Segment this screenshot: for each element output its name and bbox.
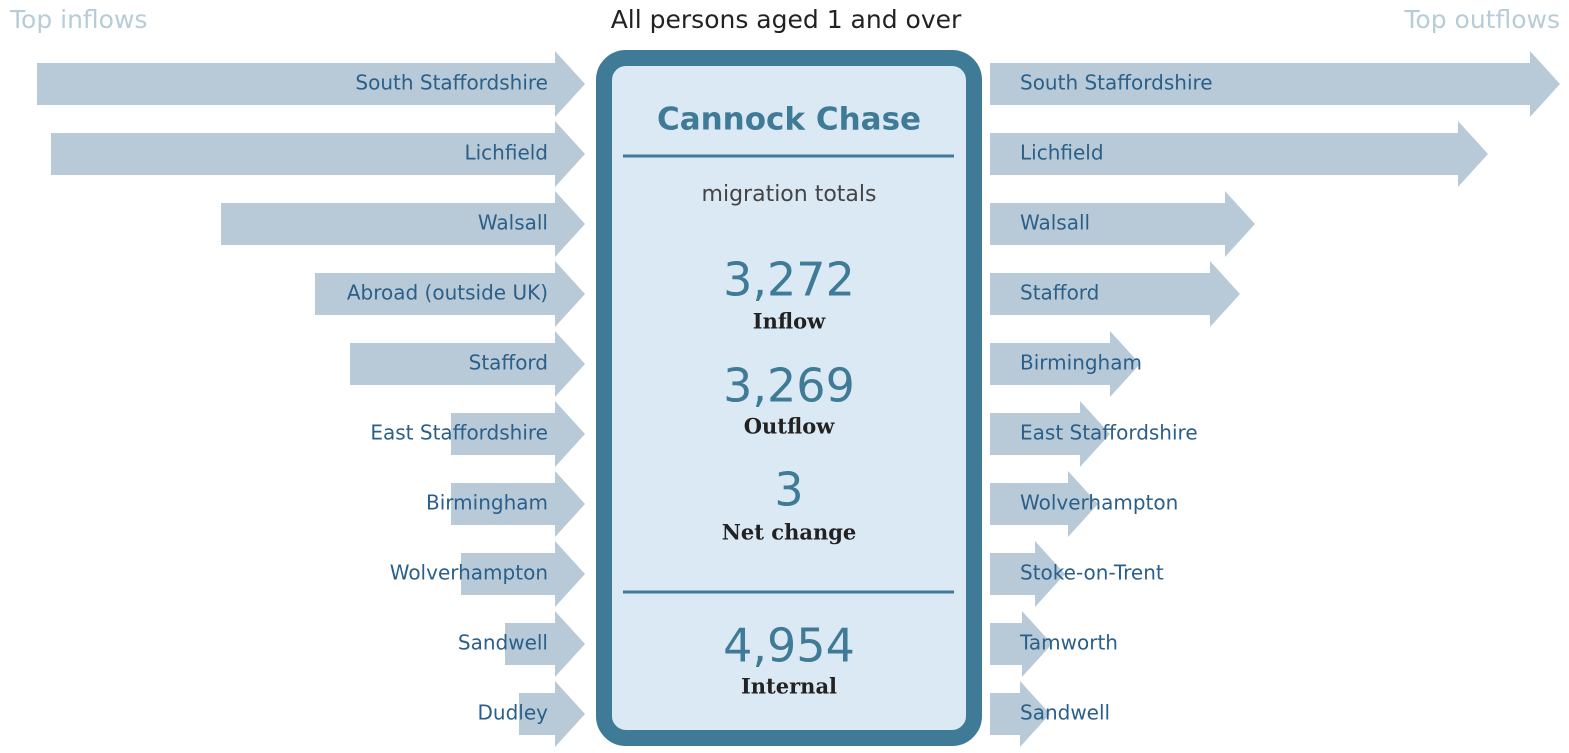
inflow-arrow: [51, 121, 585, 187]
inflow-name: Walsall: [478, 211, 548, 235]
inflow-arrow: [519, 681, 585, 747]
total-label: Inflow: [753, 309, 826, 334]
inflow-arrow: [461, 541, 585, 607]
inflow-name: Stafford: [469, 351, 548, 375]
inflow-arrow: [505, 611, 585, 677]
inflow-name: Birmingham: [426, 491, 548, 515]
inflow-name: Sandwell: [458, 631, 548, 655]
inflow-name: South Staffordshire: [355, 71, 548, 95]
outflow-arrow: [990, 681, 1050, 747]
outflow-name: Wolverhampton: [1020, 491, 1178, 515]
outflow-arrow: [990, 191, 1255, 257]
outflow-arrow: [990, 401, 1110, 467]
outflow-arrow: [990, 611, 1052, 677]
total-value: 3,269: [723, 359, 855, 413]
inflow-arrow: [451, 471, 585, 537]
outflow-name: Birmingham: [1020, 351, 1142, 375]
outflow-name: Stafford: [1020, 281, 1099, 305]
inflow-name: Abroad (outside UK): [347, 281, 548, 305]
total-value: 3: [774, 463, 803, 517]
inflow-name: East Staffordshire: [370, 421, 548, 445]
outflow-name: Stoke-on-Trent: [1020, 561, 1164, 585]
total-label: Outflow: [744, 414, 836, 439]
inflow-arrow: [37, 51, 585, 117]
inflow-arrow: [451, 401, 585, 467]
inflow-name: Lichfield: [464, 141, 548, 165]
inflow-arrow: [315, 261, 585, 327]
outflow-name: Sandwell: [1020, 701, 1110, 725]
inflows-heading: Top inflows: [9, 5, 147, 34]
outflow-arrow: [990, 51, 1560, 117]
inflow-name: Dudley: [478, 701, 549, 725]
total-value: 3,272: [723, 253, 855, 307]
labels: South Staffordshire Lichfield Walsall Abroa…: [347, 71, 1213, 725]
outflow-arrow: [990, 121, 1488, 187]
panel-title: Cannock Chase: [657, 102, 921, 138]
outflow-arrow: [990, 331, 1140, 397]
outflow-name: East Staffordshire: [1020, 421, 1198, 445]
panel: [596, 50, 982, 746]
internal-label: Internal: [741, 674, 837, 699]
outflow-arrow: [990, 471, 1098, 537]
outflow-name: South Staffordshire: [1020, 71, 1213, 95]
arrows: [37, 51, 1560, 747]
outflow-arrow: [990, 261, 1240, 327]
panel-subtitle: migration totals: [702, 182, 877, 207]
inflow-arrow: [350, 331, 585, 397]
outflow-name: Lichfield: [1020, 141, 1104, 165]
inflow-arrow: [221, 191, 585, 257]
outflows-heading: Top outflows: [1403, 5, 1560, 34]
internal-value: 4,954: [723, 619, 855, 673]
outflow-name: Walsall: [1020, 211, 1090, 235]
outflow-arrow: [990, 541, 1065, 607]
inflow-name: Wolverhampton: [390, 561, 548, 585]
page-title: All persons aged 1 and over: [611, 5, 962, 34]
total-label: Net change: [722, 520, 857, 545]
outflow-name: Tamworth: [1019, 631, 1118, 655]
